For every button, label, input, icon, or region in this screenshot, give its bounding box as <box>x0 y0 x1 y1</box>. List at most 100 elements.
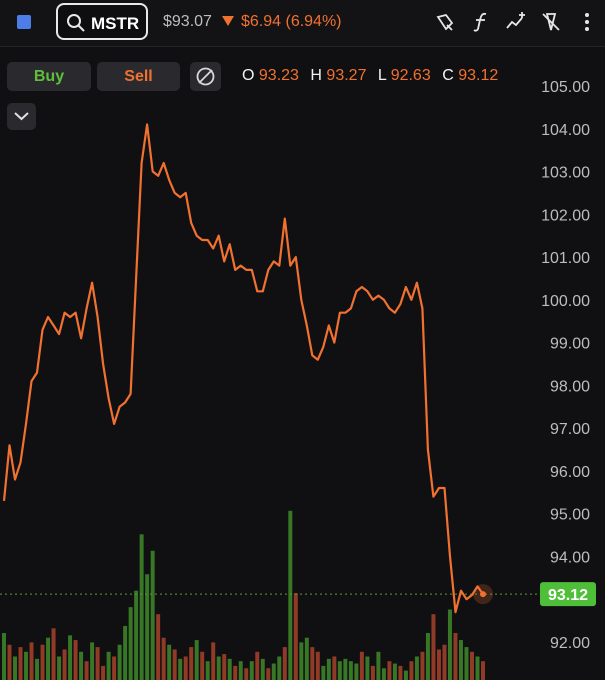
volume-bar <box>238 661 243 680</box>
y-tick-label: 105.00 <box>541 79 590 96</box>
volume-bar <box>128 607 133 680</box>
y-tick-label: 100.00 <box>541 293 590 310</box>
volume-bar <box>227 658 232 680</box>
volume-bar <box>481 661 485 680</box>
unlink-button[interactable] <box>190 62 221 91</box>
volume-bar <box>277 656 282 680</box>
volume-bar <box>337 661 342 680</box>
volume-bar <box>178 658 183 680</box>
y-tick-label: 104.00 <box>541 122 590 139</box>
y-tick-label: 99.00 <box>550 336 590 353</box>
volume-bar <box>117 644 122 680</box>
volume-bar <box>150 550 155 680</box>
volume-bar <box>470 651 474 680</box>
caret-down-icon <box>222 16 234 26</box>
volume-bar <box>249 661 254 680</box>
volume-bar <box>123 625 128 680</box>
y-tick-label: 96.00 <box>550 464 590 481</box>
volume-bar <box>458 640 463 680</box>
volume-bar <box>106 651 111 680</box>
trend-add-icon[interactable] <box>505 11 527 33</box>
volume-bar <box>145 574 150 680</box>
y-tick-label: 92.00 <box>550 635 590 652</box>
price-line <box>2 123 484 614</box>
volume-bars <box>2 510 485 680</box>
volume-bar <box>392 663 397 680</box>
sell-button[interactable]: Sell <box>97 62 180 91</box>
volume-bar <box>24 651 29 680</box>
volume-bar <box>156 614 161 680</box>
volume-bar <box>68 635 73 680</box>
volume-bar <box>172 649 177 680</box>
volume-bar <box>84 661 89 680</box>
y-tick-label: 94.00 <box>550 549 590 566</box>
volume-bar <box>29 642 34 680</box>
volume-bar <box>447 609 452 680</box>
more-vertical-icon[interactable] <box>576 11 598 33</box>
volume-bar <box>211 642 216 680</box>
last-price-badge-text: 93.12 <box>548 587 588 604</box>
open-label: O <box>242 67 255 84</box>
volume-bar <box>359 651 364 680</box>
volume-bar <box>370 665 375 680</box>
volume-bar <box>315 651 320 680</box>
volume-bar <box>343 658 348 680</box>
volume-bar <box>46 637 51 680</box>
volume-bar <box>57 656 62 680</box>
volume-bar <box>222 654 227 680</box>
last-price-badge: 93.12 <box>540 582 596 607</box>
volume-bar <box>95 647 100 680</box>
volume-bar <box>200 651 205 680</box>
y-tick-label: 103.00 <box>541 165 590 182</box>
volume-bar <box>40 644 45 680</box>
volume-bar <box>365 656 370 680</box>
y-tick-label: 102.00 <box>541 207 590 224</box>
low-label: L <box>377 67 387 84</box>
volume-bar <box>139 534 144 680</box>
high-label: H <box>310 67 322 84</box>
high-value: 93.27 <box>326 67 367 84</box>
volume-bar <box>398 665 403 680</box>
volume-bar <box>161 637 166 680</box>
volume-bar <box>442 644 447 680</box>
volume-bar <box>409 661 414 680</box>
volume-bar <box>420 651 425 680</box>
open-value: 93.23 <box>258 67 299 84</box>
volume-bar <box>35 658 40 680</box>
volume-bar <box>255 651 260 680</box>
volume-bar <box>2 633 6 680</box>
volume-bar <box>112 656 117 680</box>
volume-bar <box>425 633 430 680</box>
buy-button[interactable]: Buy <box>7 62 91 91</box>
volume-bar <box>293 593 298 680</box>
volume-bar <box>216 656 221 680</box>
volume-bar <box>436 649 441 680</box>
color-square-icon[interactable] <box>17 15 31 29</box>
volume-bar <box>62 649 67 680</box>
volume-bar <box>354 663 359 680</box>
search-icon <box>67 14 85 32</box>
collapse-button[interactable] <box>7 103 36 130</box>
volume-bar <box>101 665 106 680</box>
volume-bar <box>431 614 436 680</box>
volume-bar <box>414 656 419 680</box>
volume-bar <box>233 665 238 680</box>
volume-bar <box>79 651 84 680</box>
symbol-label: MSTR <box>91 14 140 33</box>
volume-bar <box>332 656 337 680</box>
volume-bar <box>326 658 331 680</box>
volume-bar <box>189 647 194 680</box>
function-icon[interactable] <box>470 11 492 33</box>
chevron-down-icon <box>14 112 29 121</box>
volume-bar <box>7 644 12 680</box>
volume-bar <box>310 647 315 680</box>
last-price-badge-bg <box>540 582 596 607</box>
y-axis: 105.00 104.00 103.00 102.00 101.00 100.00 99.0… <box>541 79 590 652</box>
symbol-search-box[interactable]: MSTR <box>56 3 148 40</box>
pen-icon[interactable] <box>434 11 456 33</box>
volume-bar <box>194 640 199 680</box>
volume-bar <box>260 658 265 680</box>
volume-bar <box>348 661 353 680</box>
strikethrough-pen-icon[interactable] <box>540 11 562 33</box>
